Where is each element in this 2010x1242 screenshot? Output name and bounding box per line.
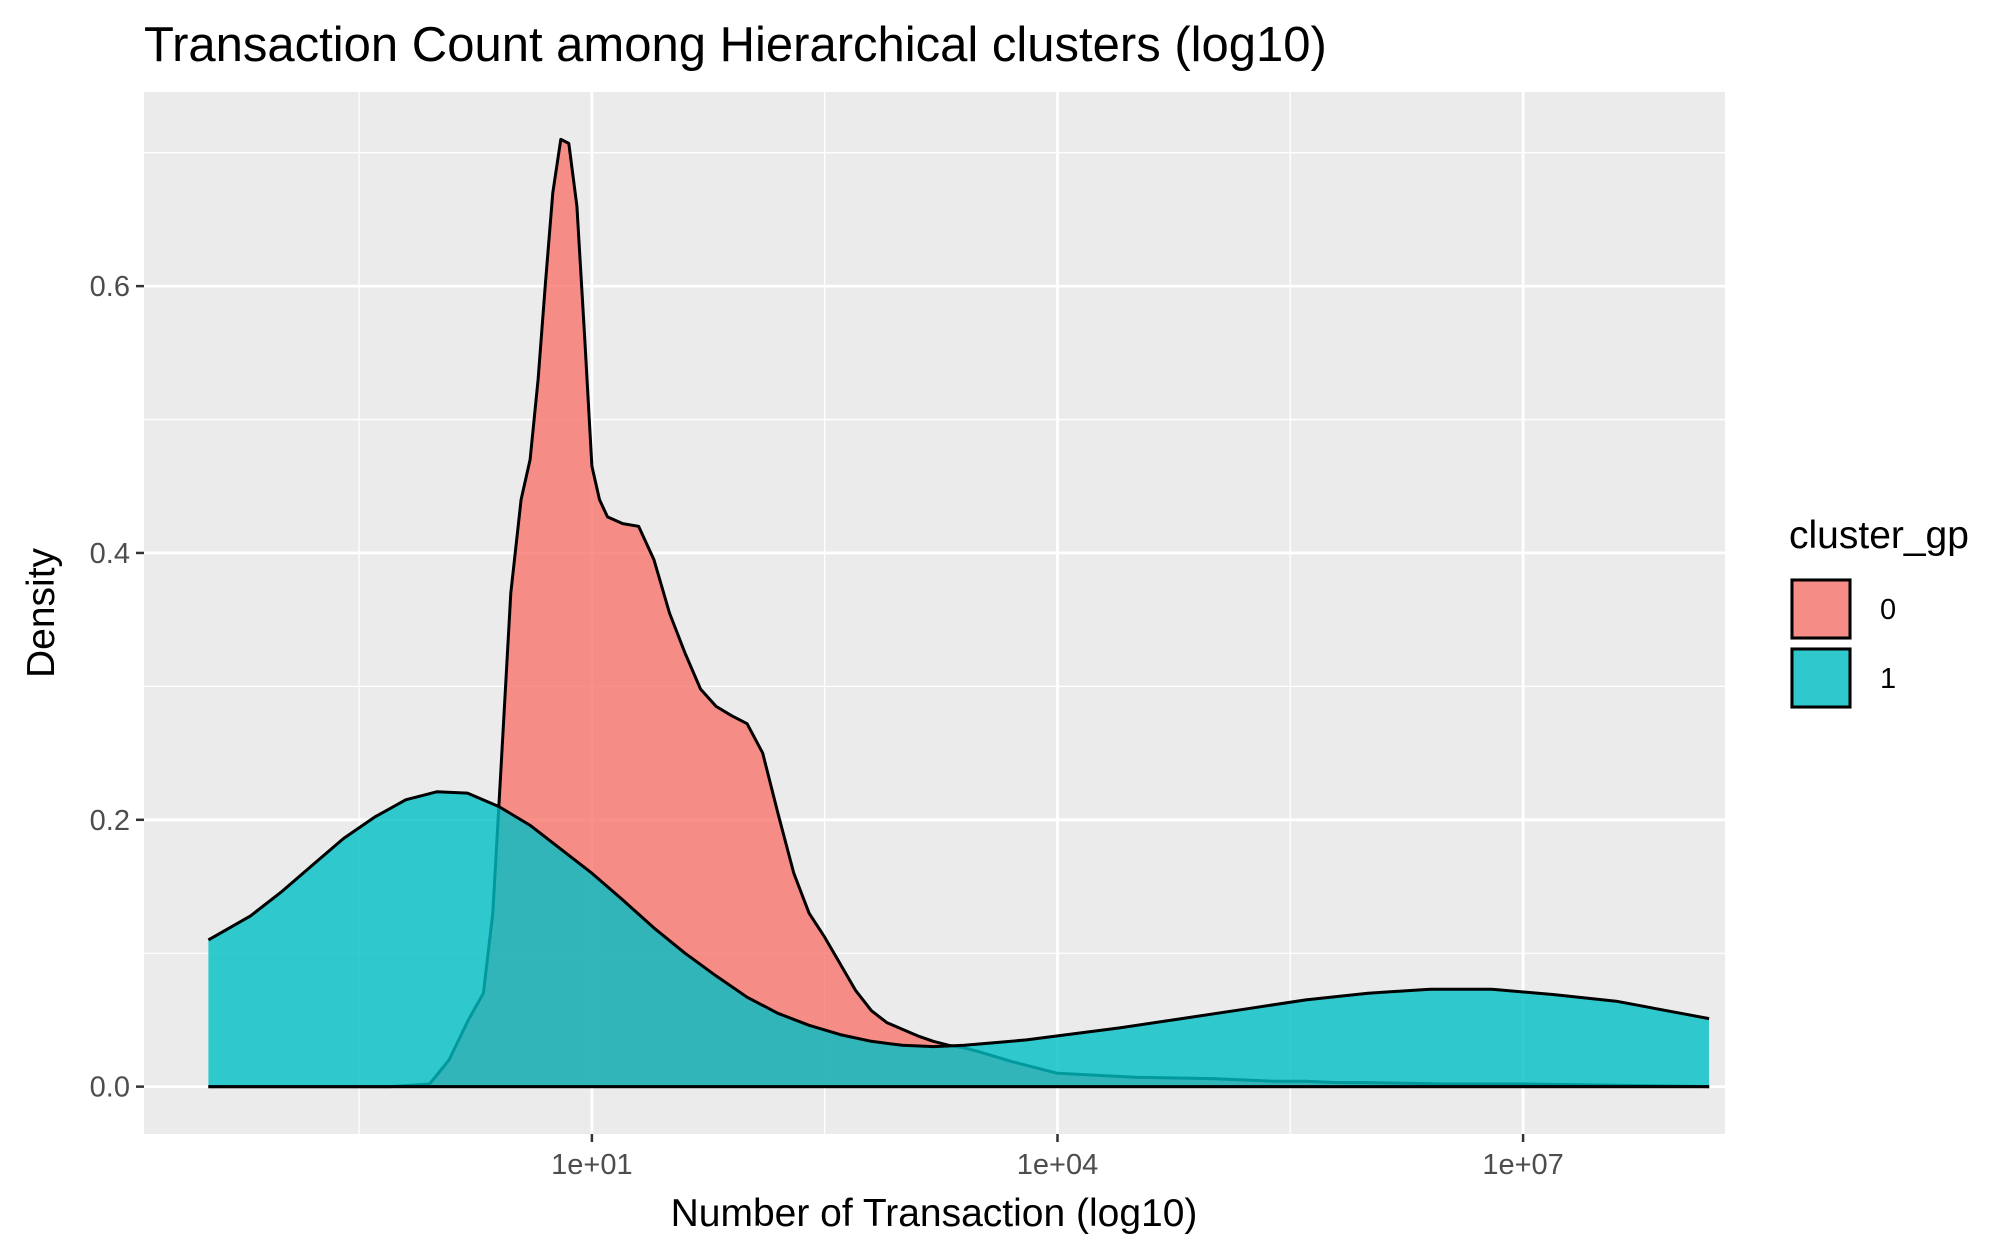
y-tick-label: 0.6 — [90, 271, 130, 303]
x-tick-label: 1e+04 — [1017, 1149, 1098, 1181]
chart-title: Transaction Count among Hierarchical clu… — [144, 18, 1327, 72]
density-area-series-0 — [208, 139, 1710, 1087]
density-area-series-1 — [208, 791, 1710, 1087]
y-axis: 0.0 0.2 0.4 0.6 — [90, 271, 144, 1104]
legend-key-1 — [1790, 647, 1852, 709]
y-tick-label: 0.2 — [90, 805, 130, 837]
x-axis-title: Number of Transaction (log10) — [671, 1192, 1198, 1235]
legend-title: cluster_gp — [1789, 514, 1969, 557]
legend-key-0 — [1790, 578, 1852, 640]
x-tick-label: 1e+01 — [551, 1149, 632, 1181]
x-tick-label: 1e+07 — [1482, 1149, 1563, 1181]
legend: cluster_gp 0 1 — [1789, 514, 1969, 709]
y-tick-label: 0.0 — [90, 1072, 130, 1104]
density-line-series-1 — [207, 790, 1710, 1049]
y-axis-title: Density — [20, 547, 63, 678]
density-series — [207, 137, 1710, 1089]
x-axis: 1e+01 1e+04 1e+07 — [551, 1134, 1564, 1181]
legend-label-0: 0 — [1880, 594, 1896, 626]
legend-label-1: 1 — [1880, 663, 1896, 695]
y-tick-label: 0.4 — [90, 538, 130, 570]
